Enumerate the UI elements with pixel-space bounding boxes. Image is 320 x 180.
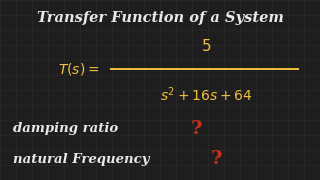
Text: ?: ? <box>190 120 202 138</box>
Text: natural Frequency: natural Frequency <box>13 153 149 166</box>
Text: damping ratio: damping ratio <box>13 122 118 135</box>
Text: ?: ? <box>211 150 223 168</box>
Text: $T(s) =$: $T(s) =$ <box>58 61 99 77</box>
Text: $s^{2} + 16s + 64$: $s^{2} + 16s + 64$ <box>160 85 252 104</box>
Text: Transfer Function of a System: Transfer Function of a System <box>36 11 284 25</box>
Text: $5$: $5$ <box>201 38 212 54</box>
